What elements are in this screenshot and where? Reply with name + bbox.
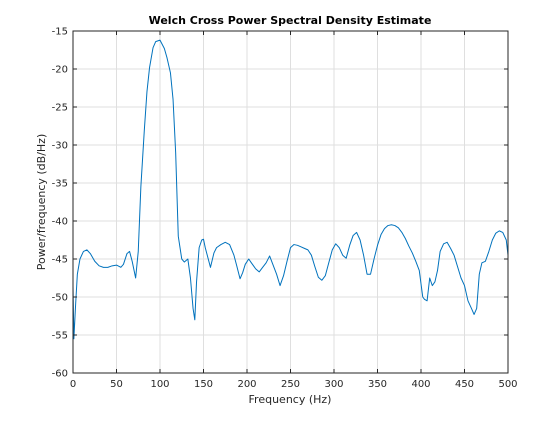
x-tick-label: 200 [237,379,256,390]
x-tick-label: 450 [455,379,474,390]
y-axis-label: Power/frequency (dB/Hz) [35,134,48,271]
y-tick-label: -15 [52,27,68,38]
y-tick-label: -30 [52,141,68,152]
x-tick-label: 500 [498,379,517,390]
ticks: 0 50 100 150 200 250 300 350 400 450 500 -60 -55 -50 -… [52,27,518,391]
x-tick-label: 400 [411,379,430,390]
y-tick-label: -55 [52,331,68,342]
y-tick-label: -40 [52,217,68,228]
x-tick-label: 100 [150,379,169,390]
x-tick-label: 50 [110,379,123,390]
y-tick-label: -20 [52,65,68,76]
y-tick-label: -25 [52,103,68,114]
y-tick-label: -35 [52,179,68,190]
y-tick-label: -50 [52,293,68,304]
psd-series-line [72,39,509,340]
series-layer [72,39,509,340]
y-tick-label: -45 [52,255,68,266]
x-tick-label: 300 [324,379,343,390]
x-axis-label: Frequency (Hz) [249,393,332,406]
x-tick-label: 150 [194,379,213,390]
chart-title: Welch Cross Power Spectral Density Estim… [149,14,432,27]
x-tick-label: 0 [70,379,76,390]
x-tick-label: 250 [281,379,300,390]
x-tick-label: 350 [368,379,387,390]
y-tick-label: -60 [52,369,68,380]
